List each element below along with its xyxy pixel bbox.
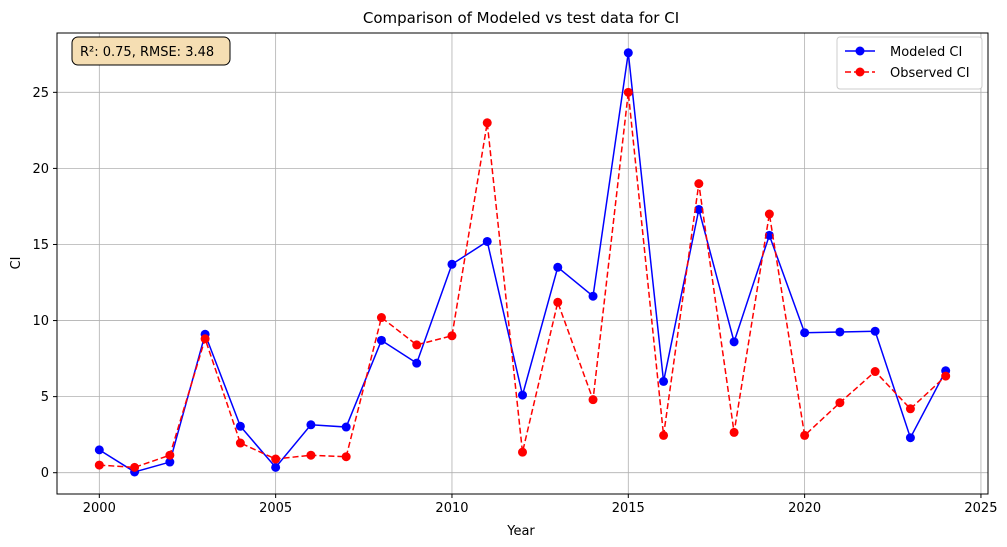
x-tick-label: 2010 xyxy=(435,501,468,516)
data-point-observed xyxy=(165,450,175,460)
data-point-observed xyxy=(764,209,774,219)
data-point-observed xyxy=(271,454,281,464)
legend-marker-observed xyxy=(855,67,865,77)
data-point-modeled xyxy=(412,358,422,368)
stats-annotation-text: R²: 0.75, RMSE: 3.48 xyxy=(80,45,214,60)
x-axis: 2000 2005 2010 2015 2020 2025 xyxy=(83,494,997,516)
data-point-observed xyxy=(870,367,880,377)
data-point-modeled xyxy=(729,337,739,347)
y-tick-label: 25 xyxy=(32,86,49,101)
data-point-observed xyxy=(835,398,845,408)
series-line-modeled xyxy=(98,52,947,473)
data-point-observed xyxy=(235,438,245,448)
data-point-observed xyxy=(447,331,457,341)
data-point-modeled xyxy=(271,462,281,472)
data-point-observed xyxy=(800,430,810,440)
x-tick-label: 2005 xyxy=(259,501,292,516)
legend: Modeled CI Observed CI xyxy=(836,36,983,90)
legend-marker-modeled xyxy=(855,46,865,56)
x-tick-label: 2015 xyxy=(612,501,645,516)
x-axis-label: Year xyxy=(506,524,535,539)
data-point-observed xyxy=(94,460,104,470)
y-axis: 0 5 10 15 20 25 xyxy=(32,86,57,481)
data-point-modeled xyxy=(623,48,633,58)
data-point-observed xyxy=(306,450,316,460)
data-point-modeled xyxy=(306,420,316,430)
plot-frame xyxy=(56,32,989,495)
data-point-modeled xyxy=(165,457,175,467)
data-point-observed xyxy=(130,462,140,472)
legend-label-observed: Observed CI xyxy=(890,66,970,81)
data-point-modeled xyxy=(235,421,245,431)
x-tick-label: 2000 xyxy=(83,501,116,516)
y-tick-label: 5 xyxy=(41,390,49,405)
y-tick-label: 10 xyxy=(32,314,49,329)
grid xyxy=(57,33,988,494)
y-axis-label: CI xyxy=(9,257,24,270)
data-point-modeled xyxy=(659,376,669,386)
data-point-observed xyxy=(941,371,951,381)
data-point-observed xyxy=(659,430,669,440)
stats-annotation: R²: 0.75, RMSE: 3.48 xyxy=(71,36,231,66)
data-point-modeled xyxy=(94,445,104,455)
data-point-modeled xyxy=(376,335,386,345)
data-point-observed xyxy=(482,118,492,128)
data-point-modeled xyxy=(588,291,598,301)
legend-label-modeled: Modeled CI xyxy=(890,45,962,60)
y-tick-label: 15 xyxy=(32,238,49,253)
series-line-observed xyxy=(99,92,947,469)
data-point-observed xyxy=(729,427,739,437)
data-point-modeled xyxy=(553,262,563,272)
data-point-modeled xyxy=(482,236,492,246)
data-point-modeled xyxy=(800,328,810,338)
y-tick-label: 0 xyxy=(41,466,49,481)
y-tick-label: 20 xyxy=(32,162,49,177)
series-layer xyxy=(94,48,951,477)
data-point-modeled xyxy=(835,327,845,337)
data-point-observed xyxy=(518,447,527,457)
x-tick-label: 2020 xyxy=(788,501,821,516)
data-point-modeled xyxy=(764,230,774,240)
data-point-modeled xyxy=(905,433,915,443)
data-point-observed xyxy=(376,313,386,323)
data-point-modeled xyxy=(341,422,351,432)
data-point-observed xyxy=(905,404,915,414)
data-point-modeled xyxy=(870,326,880,336)
data-point-modeled xyxy=(694,204,704,214)
data-point-modeled xyxy=(447,259,457,269)
data-point-observed xyxy=(341,452,351,462)
data-point-observed xyxy=(200,334,210,344)
data-point-modeled xyxy=(518,390,527,400)
data-point-observed xyxy=(412,340,422,350)
data-point-observed xyxy=(553,297,563,307)
x-tick-label: 2025 xyxy=(964,501,997,516)
data-point-observed xyxy=(588,395,598,405)
data-point-observed xyxy=(623,87,633,97)
chart-title: Comparison of Modeled vs test data for C… xyxy=(363,9,679,27)
data-point-observed xyxy=(694,179,704,189)
